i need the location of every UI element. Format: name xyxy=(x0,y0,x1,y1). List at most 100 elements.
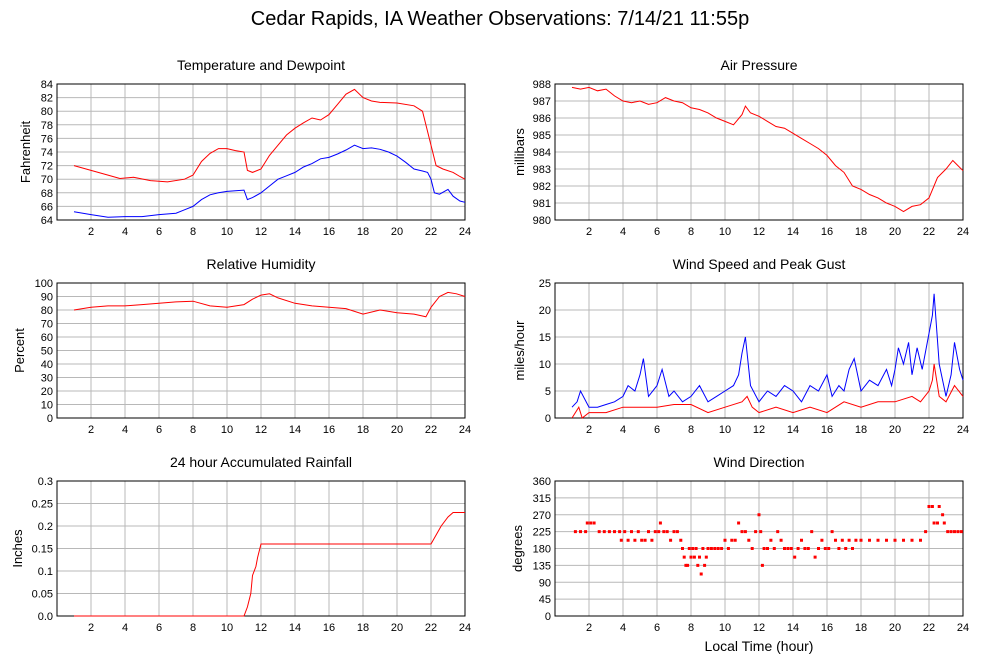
y-axis-label: Inches xyxy=(10,529,25,568)
series-line-1 xyxy=(74,512,465,617)
y-tick-label: 360 xyxy=(533,476,551,488)
x-tick-label: 20 xyxy=(889,226,901,238)
data-point xyxy=(885,538,888,542)
data-point xyxy=(573,530,577,534)
data-point xyxy=(703,563,707,567)
data-point xyxy=(720,547,724,550)
data-point xyxy=(747,538,751,542)
data-point xyxy=(686,563,690,567)
data-point xyxy=(579,530,582,534)
data-point xyxy=(789,547,793,550)
y-tick-label: 985 xyxy=(533,130,551,142)
data-point xyxy=(675,530,679,534)
y-tick-label: 40 xyxy=(41,359,53,371)
data-point xyxy=(684,563,688,567)
y-tick-label: 0 xyxy=(545,413,551,425)
x-tick-label: 24 xyxy=(459,424,471,436)
data-point xyxy=(851,547,854,550)
data-point xyxy=(687,547,691,550)
data-point xyxy=(657,530,661,534)
x-tick-label: 6 xyxy=(654,226,660,238)
data-point xyxy=(726,547,730,550)
series-line-2 xyxy=(571,363,964,419)
y-tick-label: 45 xyxy=(539,594,551,606)
data-point xyxy=(613,530,616,534)
y-tick-label: 135 xyxy=(533,560,551,572)
x-tick-label: 14 xyxy=(289,424,301,436)
temp-chart: 2 4 6 8 10 12 14 16 18 20 22 2464666870727476788082… xyxy=(18,57,471,238)
data-point xyxy=(696,563,700,567)
data-point xyxy=(658,521,662,525)
x-tick-label: 4 xyxy=(122,226,128,238)
y-tick-label: 270 xyxy=(533,510,551,522)
x-tick-label: 16 xyxy=(323,226,335,238)
y-tick-label: 72 xyxy=(41,161,53,173)
x-tick-label: 2 xyxy=(586,622,592,634)
data-point xyxy=(709,547,713,550)
x-tick-label: 18 xyxy=(357,622,369,634)
rain-chart: 2 4 6 8 10 12 14 16 18 20 22 240.00.050.10.150.20.2… xyxy=(10,454,471,634)
y-tick-label: 80 xyxy=(41,106,53,118)
y-tick-label: 0.3 xyxy=(38,476,53,488)
x-tick-label: 20 xyxy=(391,622,403,634)
x-tick-label: 6 xyxy=(156,622,162,634)
y-tick-label: 50 xyxy=(41,346,53,358)
data-point xyxy=(834,538,837,542)
x-tick-label: 20 xyxy=(889,424,901,436)
data-point xyxy=(691,547,695,550)
x-tick-label: 18 xyxy=(357,226,369,238)
x-tick-label: 4 xyxy=(122,424,128,436)
data-point xyxy=(743,530,747,534)
data-point xyxy=(760,563,764,567)
chart-title: Relative Humidity xyxy=(207,256,316,272)
plot-frame xyxy=(56,480,466,617)
data-point xyxy=(647,530,650,534)
x-tick-label: 12 xyxy=(753,622,765,634)
y-tick-label: 76 xyxy=(41,133,53,145)
data-point xyxy=(854,538,858,542)
x-tick-label: 4 xyxy=(122,622,128,634)
data-point xyxy=(942,521,946,525)
data-point xyxy=(619,538,623,542)
x-tick-label: 14 xyxy=(787,226,799,238)
data-point xyxy=(820,538,824,542)
y-tick-label: 15 xyxy=(539,332,551,344)
data-point xyxy=(941,513,945,517)
series-line-2 xyxy=(73,144,466,218)
y-tick-label: 0.25 xyxy=(32,499,53,511)
data-point xyxy=(730,538,734,542)
y-axis-label: degrees xyxy=(510,525,525,572)
data-point xyxy=(618,530,622,534)
data-point xyxy=(589,521,593,525)
data-point xyxy=(662,530,666,534)
data-point xyxy=(607,530,611,534)
y-tick-label: 10 xyxy=(41,400,53,412)
y-tick-label: 60 xyxy=(41,332,53,344)
plot-frame xyxy=(56,282,466,419)
data-point xyxy=(810,530,814,534)
x-tick-label: 12 xyxy=(255,226,267,238)
y-tick-label: 0.2 xyxy=(38,521,53,533)
y-tick-label: 80 xyxy=(41,305,53,317)
x-axis-label: Local Time (hour) xyxy=(705,638,814,654)
y-tick-label: 20 xyxy=(41,386,53,398)
data-point xyxy=(783,547,786,550)
x-tick-label: 10 xyxy=(719,424,731,436)
y-tick-label: 315 xyxy=(533,493,551,505)
x-tick-label: 22 xyxy=(425,424,437,436)
x-tick-label: 2 xyxy=(88,622,94,634)
chart-title: Air Pressure xyxy=(720,57,797,73)
data-point xyxy=(859,538,863,542)
y-tick-label: 74 xyxy=(41,147,53,159)
plot-frame xyxy=(554,83,964,221)
y-tick-label: 25 xyxy=(539,278,551,290)
y-tick-label: 10 xyxy=(539,359,551,371)
x-tick-label: 16 xyxy=(323,424,335,436)
direction-chart: 2 4 6 8 10 12 14 16 18 20 22 2404590135180225270315… xyxy=(510,454,969,654)
y-axis-label: miles/hour xyxy=(512,320,527,381)
data-point xyxy=(902,538,905,542)
data-point xyxy=(694,547,698,550)
data-point xyxy=(636,530,640,534)
data-point xyxy=(759,530,763,534)
data-point xyxy=(585,521,589,525)
